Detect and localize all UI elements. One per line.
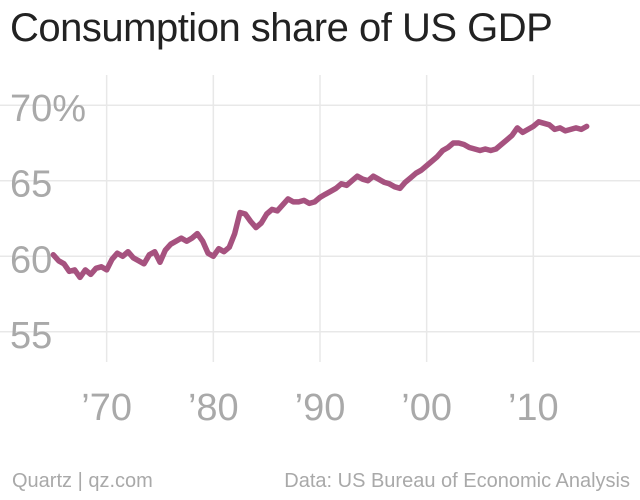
x-tick-label: ’10 [508, 387, 559, 429]
x-tick-label: ’90 [295, 387, 346, 429]
gridlines [0, 75, 640, 362]
line-chart: 70% 65 60 55 ’70 ’80 ’90 ’00 ’10 [0, 75, 640, 429]
y-tick-label: 65 [10, 164, 52, 206]
series-line [50, 119, 590, 281]
x-tick-label: ’80 [188, 387, 239, 429]
chart-title: Consumption share of US GDP [10, 6, 553, 50]
y-tick-label: 55 [10, 315, 52, 357]
footer-data-credit: Data: US Bureau of Economic Analysis [284, 470, 630, 492]
y-axis-tick-labels: 70% 65 60 55 [10, 88, 86, 357]
x-axis-tick-labels: ’70 ’80 ’90 ’00 ’10 [81, 387, 558, 429]
x-tick-label: ’70 [81, 387, 132, 429]
x-tick-label: ’00 [401, 387, 452, 429]
footer-source: Quartz | qz.com [12, 470, 153, 492]
y-tick-label: 70% [10, 88, 86, 130]
series-lines [50, 119, 590, 281]
y-tick-label: 60 [10, 239, 52, 281]
